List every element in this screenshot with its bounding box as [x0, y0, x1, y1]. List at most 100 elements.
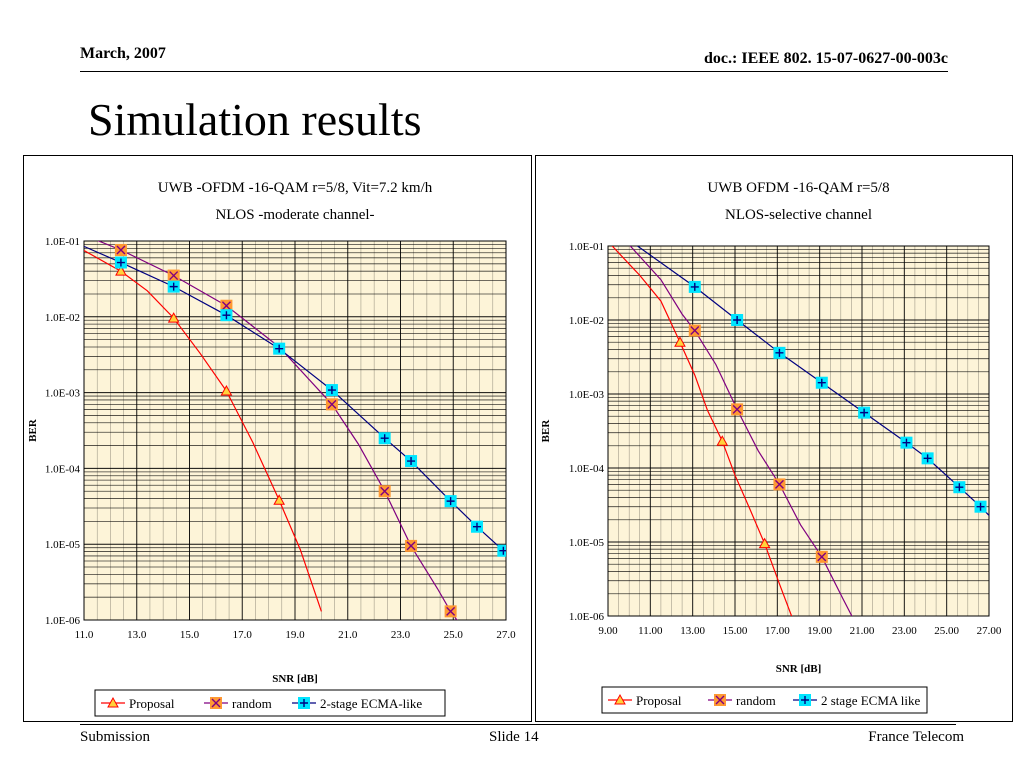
legend: Proposal random 2 stage ECMA like — [601, 686, 928, 714]
x-tick-label: 11.00 — [638, 625, 663, 637]
data-point — [220, 384, 233, 396]
x-tick-label: 27.0 — [496, 629, 516, 641]
data-point — [115, 265, 127, 276]
legend-marker — [107, 696, 119, 708]
data-point — [378, 432, 391, 445]
series-line — [629, 246, 853, 616]
data-point — [114, 256, 127, 269]
data-point — [953, 481, 966, 494]
marker-x — [690, 326, 700, 336]
legend-item: random — [204, 696, 272, 711]
plot-frame — [83, 240, 507, 621]
y-tick-label: 1.0E-02 — [45, 312, 80, 324]
legend-box — [601, 686, 928, 714]
legend-label: 2-stage ECMA-like — [320, 696, 422, 711]
y-tick-label: 1.0E-05 — [569, 537, 605, 549]
legend-marker — [714, 694, 726, 706]
y-tick-label: 1.0E-03 — [45, 388, 81, 400]
footer-company: France Telecom — [868, 729, 964, 745]
y-tick-label: 1.0E-02 — [569, 315, 604, 327]
marker-x — [221, 301, 231, 311]
data-point — [900, 436, 913, 449]
data-point — [167, 280, 180, 293]
marker-plus — [801, 696, 809, 704]
marker-x — [169, 271, 179, 281]
legend: Proposal random 2-stage ECMA-like — [94, 689, 446, 717]
series-line — [611, 246, 793, 616]
marker-plus — [860, 408, 869, 417]
legend-marker — [614, 693, 626, 705]
marker-x — [446, 606, 456, 616]
data-point — [444, 605, 457, 618]
data-point — [470, 520, 483, 533]
marker-plus — [817, 378, 826, 387]
series-line — [97, 241, 458, 620]
data-point — [815, 376, 828, 389]
series-2-stage-ecma-like — [84, 245, 506, 557]
x-tick-label: 21.00 — [850, 625, 875, 637]
data-point — [273, 494, 286, 505]
legend-label: Proposal — [129, 696, 175, 711]
x-tick-label: 17.0 — [233, 629, 253, 641]
x-tick-label: 25.0 — [444, 629, 464, 641]
marker-plus — [300, 699, 308, 707]
x-tick-label: 23.00 — [892, 625, 917, 637]
data-point — [325, 384, 338, 397]
data-point — [974, 500, 987, 513]
data-point — [114, 244, 127, 257]
x-tick-label: 19.0 — [285, 629, 305, 641]
legend-marker — [298, 697, 310, 709]
data-point — [167, 269, 180, 282]
legend-label: random — [736, 693, 776, 708]
y-tick-label: 1.0E-01 — [569, 241, 604, 253]
y-tick-label: 1.0E-03 — [569, 389, 605, 401]
marker-x — [715, 695, 725, 705]
data-point — [220, 309, 233, 322]
chart-panel-selective: UWB OFDM -16-QAM r=5/8 NLOS-selective cha… — [535, 155, 1013, 722]
marker-plus — [733, 316, 742, 324]
x-tick-label: 11.0 — [75, 629, 94, 641]
data-point — [815, 550, 828, 563]
data-point — [716, 435, 729, 446]
data-point — [688, 280, 701, 293]
x-tick-label: 21.0 — [338, 629, 358, 641]
header-rule — [80, 71, 948, 72]
marker-x — [380, 486, 390, 496]
chart-subtitle: NLOS -moderate channel- — [215, 207, 374, 223]
x-tick-label: 19.00 — [807, 625, 832, 637]
chart-subtitle: NLOS-selective channel — [725, 207, 872, 223]
footer-submission: Submission — [80, 729, 151, 745]
marker-x — [774, 479, 784, 489]
series-random — [629, 246, 853, 616]
data-point — [405, 539, 418, 552]
header-doc-id: doc.: IEEE 802. 15-07-0627-00-003c — [704, 50, 948, 67]
marker-plus — [690, 282, 699, 291]
x-tick-label: 25.00 — [934, 625, 959, 637]
x-tick-label: 23.0 — [391, 629, 411, 641]
x-tick-label: 13.0 — [127, 629, 147, 641]
legend-item: 2 stage ECMA like — [793, 693, 921, 708]
marker-x — [817, 552, 827, 562]
data-point — [405, 455, 418, 468]
x-tick-label: 27.00 — [977, 625, 1002, 637]
legend-marker — [210, 697, 222, 709]
marker-plus — [976, 502, 985, 511]
data-point — [273, 342, 286, 355]
data-point — [167, 312, 180, 323]
marker-plus — [923, 454, 932, 463]
marker-plus — [407, 457, 416, 466]
x-tick-label: 15.00 — [723, 625, 748, 637]
y-tick-label: 1.0E-06 — [569, 611, 605, 623]
grid — [83, 241, 507, 621]
footer-rule — [80, 724, 956, 725]
series-proposal — [611, 246, 793, 616]
x-tick-label: 13.00 — [680, 625, 705, 637]
marker-plus — [327, 386, 336, 395]
legend-item: Proposal — [101, 696, 175, 711]
y-axis-label: BER — [27, 418, 39, 442]
legend-label: random — [232, 696, 272, 711]
x-axis-label: SNR [dB] — [776, 663, 822, 675]
y-axis-label: BER — [540, 419, 552, 443]
slide-title: Simulation results — [88, 94, 422, 145]
data-point — [731, 314, 744, 326]
